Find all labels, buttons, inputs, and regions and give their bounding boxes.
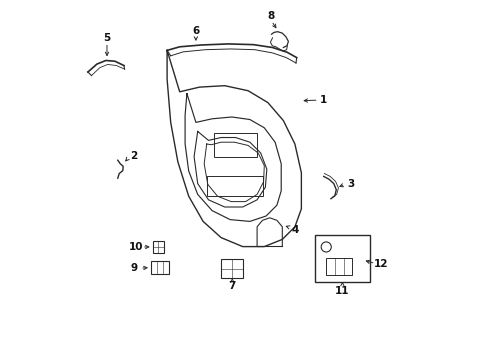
Text: 5: 5 xyxy=(103,33,110,43)
Bar xyxy=(151,261,168,274)
Text: 8: 8 xyxy=(267,11,275,21)
Text: 1: 1 xyxy=(320,95,326,105)
Text: 4: 4 xyxy=(291,225,298,235)
Text: 9: 9 xyxy=(130,263,137,273)
Text: 10: 10 xyxy=(128,242,142,252)
Text: 2: 2 xyxy=(130,150,137,161)
Text: 6: 6 xyxy=(192,26,199,36)
Bar xyxy=(221,259,243,278)
Text: 11: 11 xyxy=(334,286,349,296)
Text: 7: 7 xyxy=(228,281,236,291)
Bar xyxy=(325,258,351,275)
Bar xyxy=(152,241,164,253)
Text: 3: 3 xyxy=(346,179,354,189)
Text: 12: 12 xyxy=(372,258,387,269)
Bar xyxy=(206,176,262,196)
Bar xyxy=(314,235,370,282)
Bar xyxy=(213,133,257,157)
